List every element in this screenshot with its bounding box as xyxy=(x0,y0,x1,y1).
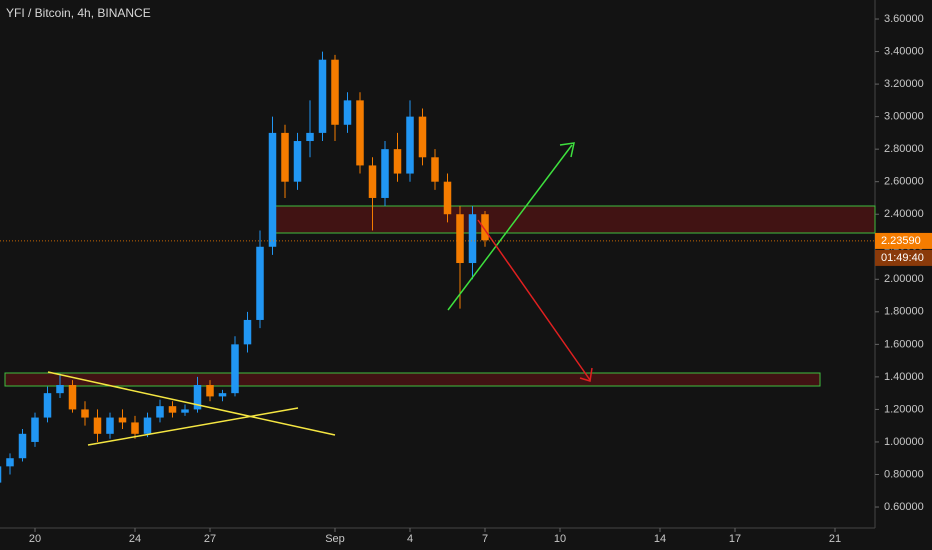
countdown-box xyxy=(875,249,932,266)
y-tick-label: 2.80000 xyxy=(884,143,924,155)
candle-body xyxy=(468,214,477,264)
candle-body xyxy=(93,417,102,434)
y-tick-label: 1.40000 xyxy=(884,371,924,383)
candle-body xyxy=(243,319,252,345)
x-tick-label: 24 xyxy=(129,533,141,545)
candle-body xyxy=(143,417,152,434)
candle-body xyxy=(293,141,302,182)
x-tick-label: 17 xyxy=(729,533,741,545)
countdown-label: 01:49:40 xyxy=(881,252,924,264)
bull-arrow xyxy=(447,144,573,311)
arrow-head xyxy=(559,142,575,158)
y-tick-label: 3.00000 xyxy=(884,111,924,123)
candle-body xyxy=(68,385,77,410)
candle-body xyxy=(393,149,402,174)
y-tick-label: 1.80000 xyxy=(884,306,924,318)
candle-body xyxy=(231,344,239,394)
x-tick-label: 14 xyxy=(654,533,666,545)
candle-body xyxy=(0,466,2,483)
x-tick-label: 20 xyxy=(29,533,41,545)
last-price-label: 2.23590 xyxy=(881,235,921,247)
y-tick-label: 3.60000 xyxy=(884,13,924,25)
y-tick-label: 1.00000 xyxy=(884,436,924,448)
x-tick-label: 10 xyxy=(554,533,566,545)
x-tick-label: 27 xyxy=(204,533,216,545)
y-tick-label: 0.60000 xyxy=(884,501,924,513)
candle-body xyxy=(406,116,414,174)
candle-body xyxy=(218,393,227,397)
y-tick-label: 1.20000 xyxy=(884,403,924,415)
candle-body xyxy=(81,409,89,418)
bear-arrow xyxy=(477,219,591,381)
candle-body xyxy=(318,59,327,133)
support-zone xyxy=(4,372,821,387)
candle-body xyxy=(331,59,339,125)
candle-body xyxy=(306,132,314,142)
candle-body xyxy=(456,214,464,264)
y-tick-label: 2.40000 xyxy=(884,208,924,220)
candle-body xyxy=(343,100,352,125)
y-tick-label: 3.40000 xyxy=(884,45,924,57)
candle-body xyxy=(356,100,364,166)
candle-body xyxy=(281,132,289,182)
y-tick-label: 2.00000 xyxy=(884,273,924,285)
candle-body xyxy=(368,165,377,198)
candle-body xyxy=(418,116,427,158)
candle-body xyxy=(268,132,277,247)
candle-body xyxy=(431,157,439,182)
chart-title: YFI / Bitcoin, 4h, BINANCE xyxy=(6,6,151,20)
candle-body xyxy=(156,406,164,418)
trendline xyxy=(87,407,299,446)
candle-body xyxy=(206,385,214,397)
candle-body xyxy=(131,422,139,434)
candle-body xyxy=(43,393,52,418)
candle-body xyxy=(193,385,202,410)
last-price-box xyxy=(875,232,932,249)
candle-body xyxy=(18,433,27,459)
x-tick-label: Sep xyxy=(325,533,345,545)
candle-body xyxy=(256,246,264,320)
candle-body xyxy=(181,409,189,413)
arrow-head xyxy=(579,367,593,382)
candle-body xyxy=(31,417,39,442)
y-tick-label: 2.60000 xyxy=(884,176,924,188)
x-tick-label: 7 xyxy=(482,533,488,545)
candle-body xyxy=(56,385,64,394)
x-tick-label: 21 xyxy=(829,533,841,545)
candle-body xyxy=(443,181,452,215)
candle-body xyxy=(381,149,389,198)
candle-body xyxy=(6,458,14,467)
candle-body xyxy=(118,417,127,423)
x-tick-label: 4 xyxy=(407,533,413,545)
resistance-zone xyxy=(272,205,876,234)
candle-body xyxy=(481,214,489,241)
candle-body xyxy=(106,417,114,434)
y-tick-label: 1.60000 xyxy=(884,338,924,350)
candle-body xyxy=(168,406,177,413)
y-tick-label: 3.20000 xyxy=(884,78,924,90)
y-tick-label: 0.80000 xyxy=(884,468,924,480)
trendline xyxy=(47,371,336,436)
